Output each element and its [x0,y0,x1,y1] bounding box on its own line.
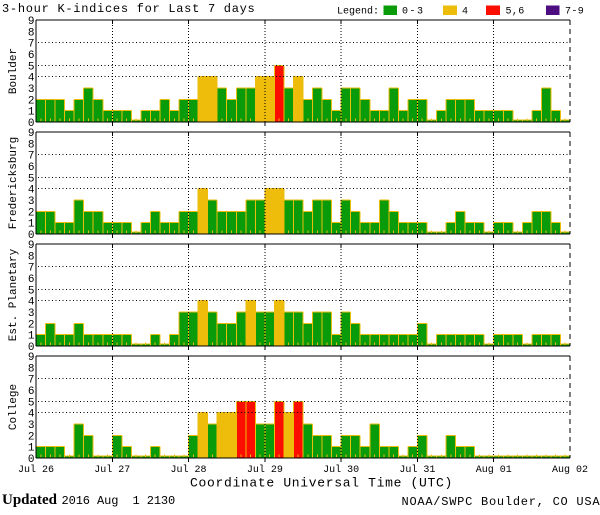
svg-text:5,6: 5,6 [506,7,525,18]
svg-text:Jul 26: Jul 26 [18,464,54,476]
svg-text:Jul 30: Jul 30 [323,464,359,476]
svg-text:8: 8 [28,27,35,39]
svg-text:3: 3 [28,420,35,432]
svg-text:1: 1 [28,331,35,343]
svg-text:Jul 31: Jul 31 [399,464,435,476]
svg-text:3: 3 [28,84,35,96]
svg-text:8: 8 [28,251,35,263]
svg-text:6: 6 [28,162,35,174]
svg-text:8: 8 [28,363,35,375]
svg-text:Est. Planetary: Est. Planetary [8,248,20,341]
svg-text:Boulder: Boulder [8,48,20,94]
svg-text:NOAA/SWPC Boulder, CO USA: NOAA/SWPC Boulder, CO USA [402,495,600,509]
svg-text:5: 5 [28,397,35,409]
svg-text:3: 3 [28,308,35,320]
svg-text:0-3: 0-3 [402,7,425,18]
svg-text:2: 2 [28,431,35,443]
svg-text:4: 4 [28,73,35,85]
svg-text:Fredericksburg: Fredericksburg [8,137,20,229]
svg-text:Coordinate Universal Time (UTC: Coordinate Universal Time (UTC) [190,476,453,491]
svg-text:1: 1 [28,443,35,455]
svg-text:3: 3 [28,196,35,208]
svg-text:8: 8 [28,139,35,151]
svg-text:Jul 27: Jul 27 [94,464,130,476]
svg-text:Legend:: Legend: [337,6,379,18]
svg-text:6: 6 [28,50,35,62]
svg-text:2: 2 [28,207,35,219]
svg-text:1: 1 [28,219,35,231]
svg-text:7: 7 [28,39,35,51]
svg-text:2016 Aug 1 2130: 2016 Aug 1 2130 [62,494,176,508]
svg-text:1: 1 [28,107,35,119]
svg-text:6: 6 [28,274,35,286]
svg-text:7: 7 [28,263,35,275]
svg-text:Jul 28: Jul 28 [171,464,207,476]
svg-text:College: College [8,384,20,430]
svg-text:5: 5 [28,285,35,297]
svg-text:7-9: 7-9 [565,7,584,18]
svg-text:Updated: Updated [2,492,58,508]
svg-text:4: 4 [28,409,35,421]
svg-text:9: 9 [28,352,35,364]
svg-text:4: 4 [462,7,468,18]
svg-text:4: 4 [28,185,35,197]
svg-text:3-hour K-indices for Last 7 da: 3-hour K-indices for Last 7 days [2,2,255,16]
svg-text:7: 7 [28,151,35,163]
svg-text:5: 5 [28,61,35,73]
svg-text:5: 5 [28,173,35,185]
svg-text:9: 9 [28,16,35,28]
svg-text:7: 7 [28,375,35,387]
svg-text:2: 2 [28,319,35,331]
svg-text:6: 6 [28,386,35,398]
svg-text:2: 2 [28,95,35,107]
svg-text:9: 9 [28,128,35,140]
svg-text:Aug 02: Aug 02 [552,465,588,476]
svg-text:4: 4 [28,297,35,309]
svg-text:Aug 01: Aug 01 [476,465,512,476]
svg-text:Jul 29: Jul 29 [247,464,283,476]
svg-text:9: 9 [28,240,35,252]
